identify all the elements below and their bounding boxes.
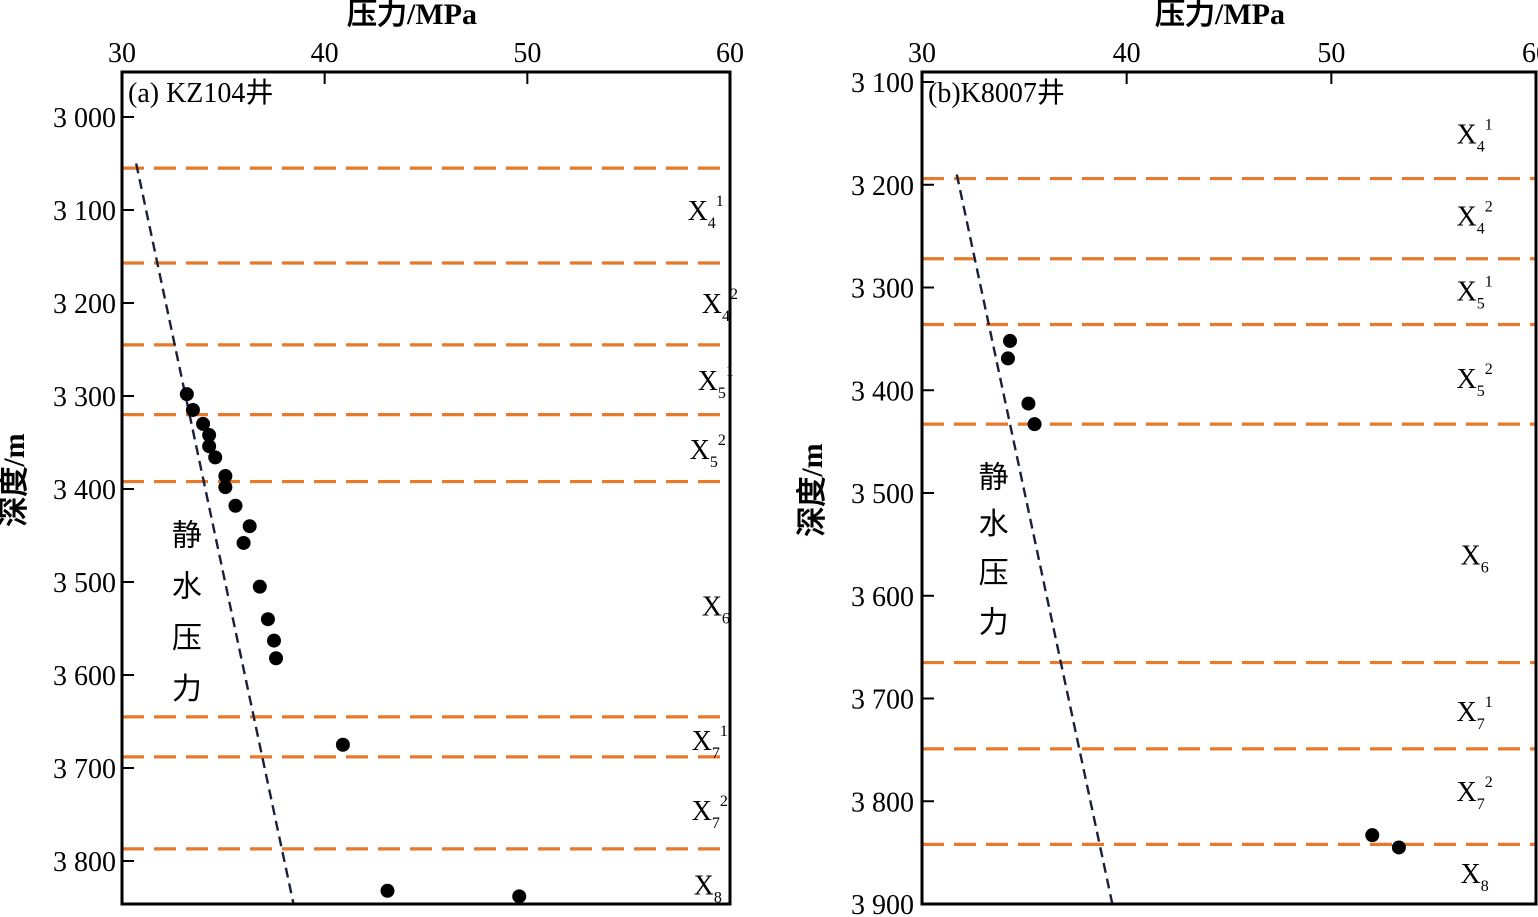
pressure-point xyxy=(218,468,233,483)
pressure-point xyxy=(380,883,395,898)
pressure-point xyxy=(218,480,233,495)
hydrostatic-label-char: 静 xyxy=(979,461,1009,496)
pressure-point xyxy=(269,651,284,666)
panel-b: 压力/MPa 深度/m 30 40 50 60 3 100 3 200 3 300 3 400 3 … xyxy=(796,0,1538,917)
hydrostatic-label-char: 压 xyxy=(979,556,1009,591)
x-tick-label: 50 xyxy=(513,38,541,69)
x-tick-label: 60 xyxy=(1522,38,1538,69)
hydrostatic-label-char: 压 xyxy=(172,621,202,656)
layer-label: X52 xyxy=(1456,361,1492,400)
y-tick-label: 3 700 xyxy=(53,754,116,785)
hydrostatic-label-char: 力 xyxy=(172,672,202,707)
y-tick-label: 3 100 xyxy=(851,68,914,99)
pressure-point xyxy=(1365,828,1380,843)
pressure-point xyxy=(335,737,350,752)
pressure-point xyxy=(242,519,257,534)
panel-label: (b)K8007井 xyxy=(928,77,1065,109)
y-tick-label: 3 500 xyxy=(53,568,116,599)
hydrostatic-label-char: 水 xyxy=(979,507,1009,542)
hydrostatic-pressure-line xyxy=(135,163,295,904)
layer-label: X51 xyxy=(698,363,734,402)
pressure-point xyxy=(252,579,267,594)
y-tick-label: 3 100 xyxy=(53,196,116,227)
y-tick-label: 3 400 xyxy=(53,475,116,506)
y-tick-label: 3 800 xyxy=(851,787,914,818)
pressure-point xyxy=(202,439,217,454)
layer-label: X8 xyxy=(1460,859,1488,895)
layer-label: X71 xyxy=(692,723,728,762)
x-axis-title: 压力/MPa xyxy=(1155,0,1285,31)
y-axis-title: 深度/m xyxy=(0,433,31,526)
pressure-point xyxy=(1003,333,1018,348)
layer-label: X8 xyxy=(694,870,722,906)
panel-label: (a) KZ104井 xyxy=(128,77,273,109)
layer-label: X72 xyxy=(1456,774,1492,813)
x-tick-label: 40 xyxy=(311,38,339,69)
y-tick-label: 3 200 xyxy=(53,289,116,320)
y-tick-label: 3 000 xyxy=(53,103,116,134)
y-tick-label: 3 600 xyxy=(851,582,914,613)
pressure-point xyxy=(228,498,243,513)
hydrostatic-label-char: 静 xyxy=(172,519,202,554)
x-axis-title: 压力/MPa xyxy=(347,0,477,31)
pressure-point xyxy=(1027,417,1042,432)
layer-label: X6 xyxy=(702,591,730,627)
plot-frame xyxy=(920,70,1538,906)
hydrostatic-label-char: 力 xyxy=(979,605,1009,640)
pressure-point xyxy=(267,633,281,648)
x-tick-label: 30 xyxy=(108,38,136,69)
y-tick-label: 3 700 xyxy=(851,685,914,716)
y-tick-label: 3 500 xyxy=(851,479,914,510)
panel-a: 压力/MPa 深度/m 30 40 50 60 3 000 3 100 3 200 3 300 3 … xyxy=(0,0,744,906)
y-tick-label: 3 800 xyxy=(53,847,116,878)
pressure-point xyxy=(236,535,251,550)
layer-label: X42 xyxy=(702,286,738,325)
hydrostatic-label-char: 水 xyxy=(172,570,202,605)
layer-label: X41 xyxy=(688,193,724,232)
pressure-point xyxy=(179,387,194,402)
pressure-point xyxy=(260,612,275,627)
y-axis-title: 深度/m xyxy=(796,443,829,536)
layer-label: X52 xyxy=(690,432,726,471)
layer-label: X42 xyxy=(1456,199,1492,238)
y-tick-label: 3 900 xyxy=(851,890,914,917)
x-tick-label: 60 xyxy=(716,38,744,69)
x-tick-label: 50 xyxy=(1317,38,1345,69)
x-tick-label: 30 xyxy=(908,38,936,69)
y-tick-label: 3 400 xyxy=(851,376,914,407)
pressure-point xyxy=(185,402,200,417)
x-tick-label: 40 xyxy=(1113,38,1141,69)
layer-label: X41 xyxy=(1456,116,1492,155)
layer-label: X72 xyxy=(692,793,728,832)
plot-frame xyxy=(120,70,732,906)
hydrostatic-pressure-line xyxy=(955,174,1114,904)
plot-area xyxy=(122,163,730,904)
plot-area xyxy=(922,174,1536,904)
pressure-point xyxy=(208,450,223,465)
y-tick-label: 3 200 xyxy=(851,171,914,202)
pressure-point xyxy=(1391,840,1406,855)
layer-label: X6 xyxy=(1460,541,1488,577)
pressure-point xyxy=(202,428,217,443)
pressure-point xyxy=(1000,351,1015,366)
layer-label: X71 xyxy=(1456,694,1492,733)
layer-label: X51 xyxy=(1456,274,1492,313)
pressure-point xyxy=(1021,396,1036,411)
y-tick-label: 3 300 xyxy=(53,382,116,413)
pressure-point xyxy=(196,416,211,431)
y-tick-label: 3 300 xyxy=(851,274,914,305)
pressure-point xyxy=(512,889,527,904)
y-tick-label: 3 600 xyxy=(53,661,116,692)
